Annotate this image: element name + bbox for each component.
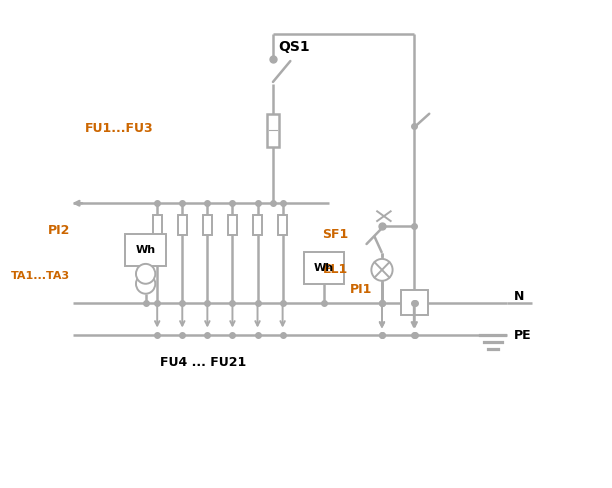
Circle shape: [371, 259, 392, 281]
Text: EL1: EL1: [323, 264, 348, 276]
Bar: [401, 290, 428, 315]
Bar: [125, 234, 166, 266]
Bar: [228, 215, 237, 235]
Bar: [304, 254, 345, 263]
Text: PI2: PI2: [48, 224, 70, 237]
Bar: [125, 236, 166, 245]
Text: TA1...TA3: TA1...TA3: [11, 271, 70, 281]
Text: FU1...FU3: FU1...FU3: [84, 122, 154, 135]
Bar: [153, 215, 162, 235]
Text: SF1: SF1: [322, 227, 348, 241]
Text: N: N: [514, 290, 524, 303]
Text: QS1: QS1: [278, 40, 310, 54]
Bar: [178, 215, 187, 235]
Bar: [203, 215, 212, 235]
Text: PE: PE: [514, 329, 532, 342]
Bar: [267, 114, 278, 146]
Bar: [253, 215, 262, 235]
Bar: [278, 215, 287, 235]
Text: PI1: PI1: [350, 283, 373, 296]
Text: Wh: Wh: [314, 263, 334, 273]
Bar: [304, 252, 345, 284]
Text: FU4 ... FU21: FU4 ... FU21: [160, 356, 247, 369]
Circle shape: [136, 274, 155, 294]
Circle shape: [136, 264, 155, 284]
Text: Wh: Wh: [136, 245, 155, 255]
